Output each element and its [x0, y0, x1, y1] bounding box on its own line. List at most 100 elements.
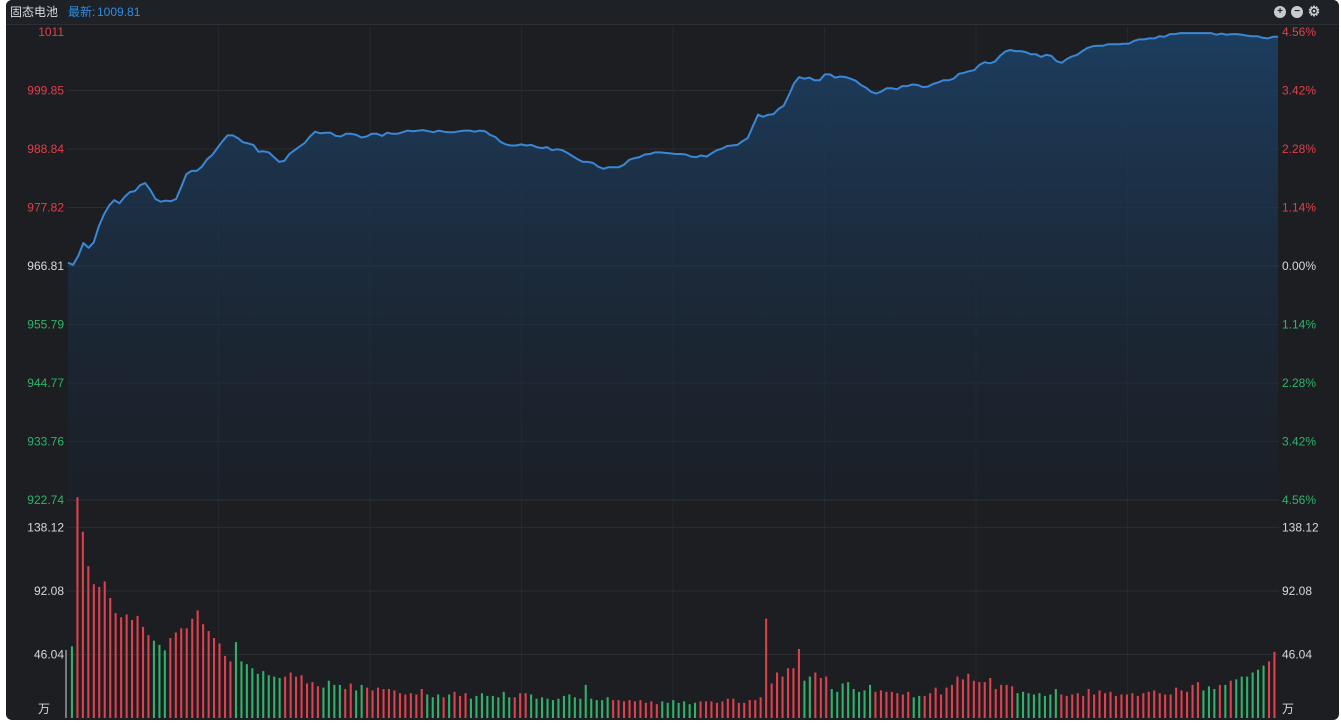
volume-bar	[721, 701, 724, 718]
volume-bar	[448, 694, 451, 718]
volume-bar	[81, 531, 84, 718]
volume-bar	[437, 694, 440, 718]
zoom-out-icon[interactable]: −	[1291, 6, 1303, 18]
volume-bar	[546, 698, 549, 718]
volume-bar	[218, 643, 221, 718]
volume-bar	[366, 687, 369, 718]
volume-bar	[726, 698, 729, 718]
volume-bar	[918, 695, 921, 718]
volume-bar	[1032, 694, 1035, 718]
volume-bar	[256, 673, 259, 718]
volume-bar	[530, 694, 533, 718]
volume-bar	[486, 695, 489, 718]
volume-bar	[858, 691, 861, 718]
volume-bar	[234, 642, 237, 718]
volume-bar	[497, 697, 500, 718]
volume-bar	[316, 686, 319, 718]
volume-bar	[1109, 691, 1112, 718]
volume-bar	[759, 697, 762, 718]
volume-bar	[677, 702, 680, 718]
volume-bar	[1125, 694, 1128, 718]
volume-bar	[469, 698, 472, 718]
volume-bar	[404, 694, 407, 718]
volume-bar	[1257, 669, 1260, 718]
volume-bar	[792, 668, 795, 718]
volume-bar	[672, 700, 675, 718]
volume-bar	[754, 700, 757, 718]
volume-bar	[442, 697, 445, 718]
volume-bar	[109, 598, 112, 718]
volume-bar	[890, 691, 893, 718]
volume-bar	[770, 683, 773, 718]
volume-bar	[841, 683, 844, 718]
volume-bar	[180, 628, 183, 718]
volume-tick-label-left: 92.08	[34, 584, 64, 598]
volume-bar	[382, 689, 385, 718]
volume-bar	[557, 698, 560, 718]
y-tick-label-left: 933.76	[27, 435, 64, 449]
axis-labels: 1011 4.56% 999.85 3.42% 988.84 2.28% 977.82 1.1…	[27, 25, 1319, 718]
volume-bar	[814, 672, 817, 718]
volume-bar	[584, 684, 587, 718]
volume-bar	[644, 702, 647, 718]
volume-bar	[245, 664, 248, 718]
y-tick-label-left: 988.84	[27, 142, 64, 156]
volume-bar	[1207, 686, 1210, 718]
volume-bar	[688, 704, 691, 718]
volume-bar	[1169, 694, 1172, 718]
volume-bar	[1147, 691, 1150, 718]
chart-window: 1011 4.56% 999.85 3.42% 988.84 2.28% 977.82 1.1…	[6, 0, 1339, 720]
volume-bar	[956, 676, 959, 718]
volume-bar	[125, 614, 128, 718]
volume-bar	[666, 702, 669, 718]
volume-bar	[912, 697, 915, 718]
volume-bar	[185, 628, 188, 718]
y-tick-label-left: 922.74	[27, 493, 64, 507]
volume-bar	[76, 497, 79, 718]
volume-bar	[409, 693, 412, 718]
volume-bar	[639, 700, 642, 718]
volume-bar	[224, 655, 227, 718]
volume-bar	[907, 691, 910, 718]
volume-bar	[808, 676, 811, 718]
volume-bar	[267, 675, 270, 718]
volume-bar	[393, 690, 396, 718]
volume-bar	[174, 632, 177, 718]
volume-bar	[306, 683, 309, 718]
volume-bar	[284, 676, 287, 718]
volume-bar	[573, 697, 576, 718]
volume-bar	[606, 697, 609, 718]
volume-bar	[551, 700, 554, 718]
volume-bar	[1273, 651, 1276, 718]
volume-bar	[377, 687, 380, 718]
y-tick-label-left: 977.82	[27, 201, 64, 215]
volume-bar	[229, 661, 232, 718]
volume-bar	[1262, 665, 1265, 718]
volume-bar	[983, 682, 986, 718]
y-tick-label-left: 944.77	[27, 376, 64, 390]
zoom-in-icon[interactable]: +	[1274, 6, 1286, 18]
volume-bar	[885, 691, 888, 718]
volume-bar	[519, 693, 522, 718]
volume-bar	[1065, 695, 1068, 718]
volume-tick-label-left: 46.04	[34, 647, 64, 661]
volume-bar	[311, 682, 314, 718]
volume-bar	[1268, 661, 1271, 718]
gear-icon[interactable]: ⚙	[1307, 3, 1321, 19]
volume-bar	[1076, 693, 1079, 718]
volume-bar	[579, 698, 582, 718]
volume-bar	[655, 704, 658, 718]
volume-bar	[710, 701, 713, 718]
volume-bar	[1175, 687, 1178, 718]
volume-bar	[207, 631, 210, 718]
volume-bar	[1120, 694, 1123, 718]
volume-bar	[781, 676, 784, 718]
volume-bar	[1142, 693, 1145, 718]
volume-bar	[541, 697, 544, 718]
volume-bar	[901, 694, 904, 718]
volume-bar	[819, 678, 822, 718]
volume-bar	[1016, 693, 1019, 718]
volume-bar	[371, 690, 374, 718]
volume-bar	[202, 624, 205, 718]
volume-bars	[70, 497, 1276, 718]
